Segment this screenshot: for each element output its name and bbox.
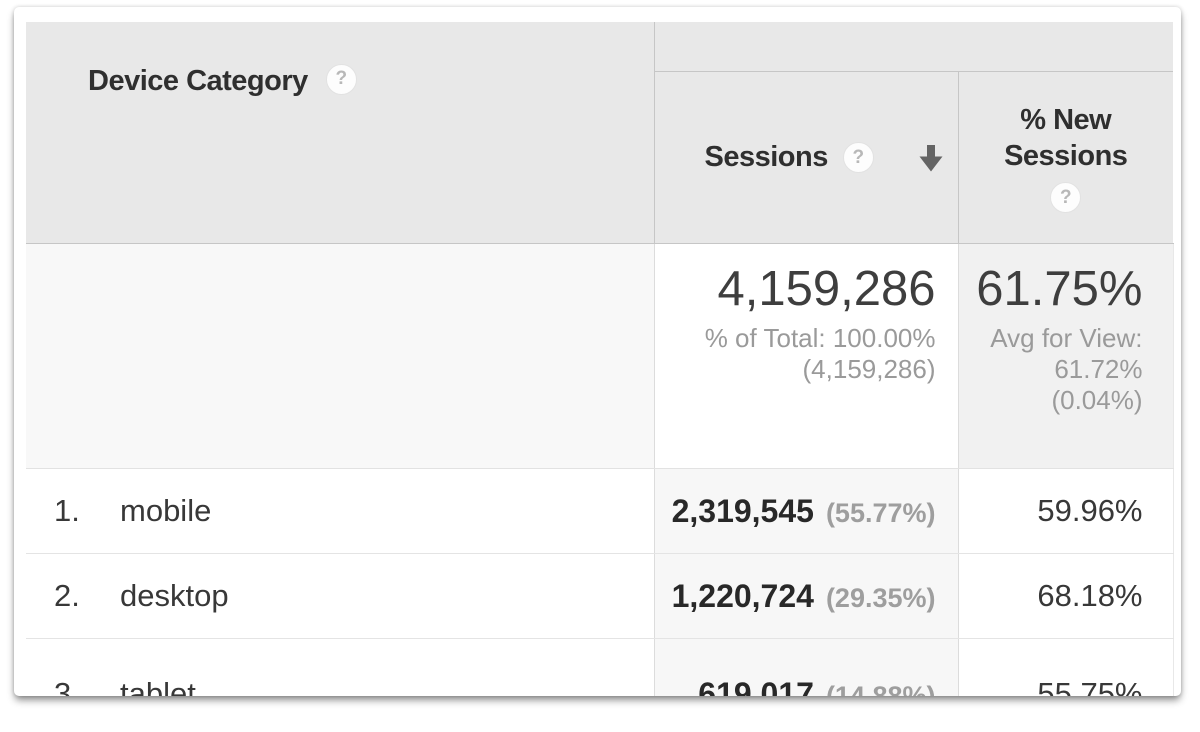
totals-sessions-cell: 4,159,286 % of Total: 100.00% (4,159,286… bbox=[653, 243, 958, 469]
new-sessions-value: 68.18% bbox=[1037, 578, 1143, 613]
sessions-percent: (29.35%) bbox=[825, 582, 936, 613]
new-sessions-avg-label: Avg for View: bbox=[990, 323, 1143, 353]
new-sessions-cell: 68.18% bbox=[957, 553, 1174, 639]
sessions-percent: (14.88%) bbox=[825, 680, 936, 697]
help-icon[interactable]: ? bbox=[1050, 182, 1082, 214]
column-header-new-sessions[interactable]: % New Sessions ? bbox=[957, 71, 1173, 244]
sessions-cell: 2,319,545 (55.77%) bbox=[653, 468, 958, 554]
device-category-value: mobile bbox=[120, 493, 212, 528]
sessions-value: 2,319,545 bbox=[671, 492, 814, 529]
column-header-sessions[interactable]: Sessions ? bbox=[653, 71, 958, 244]
device-category-table: Device Category? Sessions ? bbox=[26, 22, 1174, 696]
new-sessions-value: 59.96% bbox=[1037, 493, 1143, 528]
sessions-total-raw: (4,159,286) bbox=[802, 354, 936, 384]
metric-group-header bbox=[653, 22, 1173, 73]
table-row: 1. mobile 2,319,545 (55.77%) 59.96% bbox=[26, 468, 1174, 554]
row-rank: 2. bbox=[54, 578, 80, 613]
dimension-cell: 3. tablet bbox=[26, 638, 654, 696]
sessions-cell: 1,220,724 (29.35%) bbox=[653, 553, 958, 639]
dimension-cell: 1. mobile bbox=[26, 468, 654, 554]
new-sessions-cell: 55.75% bbox=[957, 638, 1174, 696]
totals-dimension-cell bbox=[26, 243, 654, 469]
new-sessions-header-label: % New Sessions bbox=[1004, 104, 1128, 173]
new-sessions-cell: 59.96% bbox=[957, 468, 1174, 554]
device-category-value: tablet bbox=[120, 676, 196, 696]
sessions-percent: (55.77%) bbox=[825, 497, 936, 528]
new-sessions-delta: (0.04%) bbox=[1051, 385, 1143, 415]
device-category-value: desktop bbox=[120, 578, 229, 613]
row-rank: 3. bbox=[54, 676, 80, 696]
new-sessions-avg-value: 61.72% bbox=[1054, 354, 1143, 384]
dimension-cell: 2. desktop bbox=[26, 553, 654, 639]
analytics-table-card: Device Category? Sessions ? bbox=[14, 7, 1181, 696]
device-category-header-label: Device Category bbox=[88, 64, 308, 97]
sessions-value: 1,220,724 bbox=[671, 577, 814, 614]
table-row: 3. tablet 619,017 (14.88%) 55.75% bbox=[26, 638, 1174, 697]
help-icon[interactable]: ? bbox=[325, 63, 357, 95]
new-sessions-total-value: 61.75% bbox=[976, 262, 1143, 316]
column-header-device-category[interactable]: Device Category? bbox=[26, 22, 654, 244]
sessions-percent-of-total: % of Total: 100.00% bbox=[704, 323, 936, 353]
totals-new-sessions-cell: 61.75% Avg for View: 61.72% (0.04%) bbox=[957, 243, 1174, 469]
sessions-value: 619,017 bbox=[698, 675, 814, 697]
table-row: 2. desktop 1,220,724 (29.35%) 68.18% bbox=[26, 553, 1174, 639]
new-sessions-value: 55.75% bbox=[1037, 676, 1143, 696]
sessions-cell: 619,017 (14.88%) bbox=[653, 638, 958, 697]
sessions-header-label: Sessions bbox=[704, 141, 829, 174]
sessions-total-value: 4,159,286 bbox=[717, 262, 936, 316]
row-rank: 1. bbox=[54, 493, 80, 528]
sort-descending-icon[interactable] bbox=[918, 144, 944, 172]
help-icon[interactable]: ? bbox=[842, 142, 874, 174]
totals-row: 4,159,286 % of Total: 100.00% (4,159,286… bbox=[26, 243, 1174, 469]
